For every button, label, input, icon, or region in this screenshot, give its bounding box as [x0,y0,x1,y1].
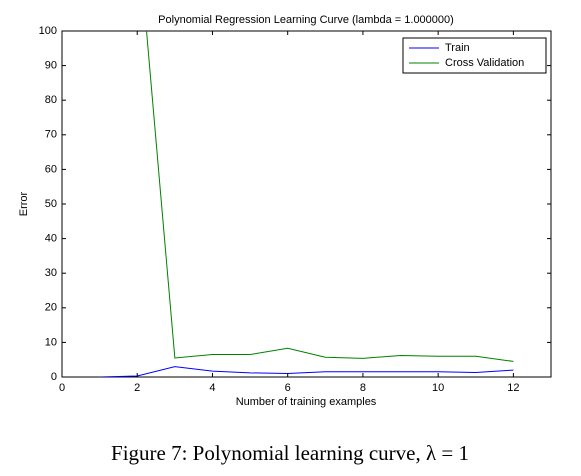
y-tick-label: 80 [45,94,57,106]
caption: Figure 7: Polynomial learning curve, λ =… [111,441,469,465]
y-tick-label: 40 [45,233,57,245]
x-tick-label: 0 [59,382,65,394]
y-tick-label: 20 [45,302,57,314]
series-line [99,366,514,377]
y-tick-label: 10 [45,336,57,348]
legend-label: Train [445,42,470,54]
x-tick-label: 2 [134,382,140,394]
y-tick-label: 70 [45,129,57,141]
x-tick-label: 12 [507,382,519,394]
y-tick-label: 90 [45,60,57,72]
y-tick-label: 50 [45,198,57,210]
x-tick-label: 10 [432,382,444,394]
y-tick-label: 100 [39,25,57,37]
series-line [146,31,514,362]
y-tick-label: 60 [45,163,57,175]
y-tick-label: 0 [51,371,57,383]
x-tick-label: 6 [285,382,291,394]
plot-area [99,31,514,377]
y-axis-label: Error [18,191,30,216]
y-tick-label: 30 [45,267,57,279]
x-tick-label: 8 [360,382,366,394]
plot-frame [61,30,552,378]
x-tick-label: 4 [209,382,215,394]
x-axis-label: Number of training examples [236,396,377,408]
legend-box [402,37,547,74]
chart-title: Polynomial Regression Learning Curve (la… [158,14,454,26]
legend-label: Cross Validation [445,57,524,69]
